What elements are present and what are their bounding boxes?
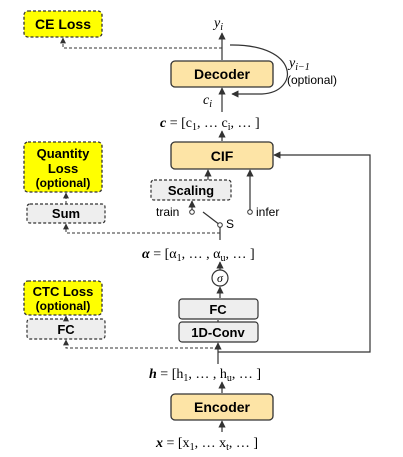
sum-box: Sum [27, 204, 105, 223]
decoder-label: Decoder [194, 66, 251, 82]
quantity-loss-line3: (optional) [36, 176, 91, 190]
ctc-loss-box: CTC Loss (optional) [24, 281, 102, 315]
conv-label: 1D-Conv [191, 325, 245, 340]
scaling-label: Scaling [168, 183, 214, 198]
conv-box: 1D-Conv [179, 322, 258, 342]
fc-left-label: FC [57, 322, 75, 337]
quantity-loss-line2: Loss [48, 161, 78, 176]
encoder-box: Encoder [171, 394, 273, 420]
sigma-node: σ [212, 270, 228, 286]
ctc-loss-line2: (optional) [36, 299, 91, 313]
c-equation: c = [c1, … ci, … ] [160, 116, 260, 133]
c-i-label: ci [203, 93, 212, 110]
ctc-loss-line1: CTC Loss [33, 284, 94, 299]
ce-loss-label: CE Loss [35, 16, 91, 32]
fc-left-box: FC [27, 319, 105, 339]
y-prev-note: (optional) [287, 73, 337, 87]
quantity-loss-box: Quantity Loss (optional) [24, 142, 102, 192]
fc-box: FC [179, 299, 258, 319]
y-prev-label: yi−1 [287, 56, 310, 73]
ce-loss-box: CE Loss [24, 11, 102, 37]
sum-label: Sum [52, 206, 80, 221]
quantity-loss-line1: Quantity [37, 146, 90, 161]
fc-label: FC [209, 302, 227, 317]
x-equation: x = [x1, … xt, … ] [155, 436, 258, 453]
alpha-equation: α = [α1, … , αu, … ] [142, 247, 255, 264]
cif-label: CIF [211, 148, 234, 164]
h-equation: h = [h1, … , hu, … ] [149, 367, 261, 384]
encoder-label: Encoder [194, 399, 251, 415]
infer-label: infer [256, 205, 279, 219]
decoder-box: Decoder [171, 61, 273, 87]
train-label: train [156, 205, 179, 219]
cif-box: CIF [171, 142, 273, 169]
switch-label: S [226, 217, 234, 231]
y-i-label: yi [212, 16, 223, 33]
scaling-box: Scaling [151, 180, 231, 200]
